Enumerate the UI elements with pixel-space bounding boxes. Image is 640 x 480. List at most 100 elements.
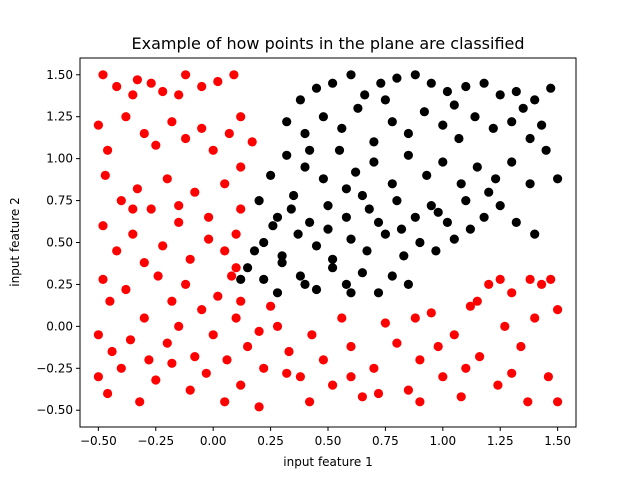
data-point [530, 313, 540, 323]
data-point [403, 385, 413, 395]
data-point [144, 355, 154, 365]
data-point [511, 86, 521, 97]
data-point [93, 372, 103, 382]
data-point [362, 246, 372, 256]
data-point [311, 284, 322, 295]
x-axis-ticks: −0.50 −0.25 0.00 0.25 0.50 0.75 1.00 1.25 1.50 [80, 427, 571, 448]
data-point [373, 388, 384, 399]
data-point [364, 204, 374, 214]
data-point [537, 279, 547, 289]
data-point [282, 117, 292, 127]
data-point [392, 196, 402, 206]
data-point [553, 305, 563, 315]
data-point [456, 179, 466, 189]
data-point [181, 279, 191, 289]
data-point [449, 330, 459, 340]
data-point [286, 204, 296, 214]
data-point [272, 212, 283, 222]
data-point [337, 313, 347, 323]
data-point [311, 241, 322, 251]
data-point [204, 234, 214, 244]
y-tick-label: 1.25 [46, 110, 73, 124]
data-point [495, 201, 505, 211]
y-axis-label: input feature 2 [8, 197, 22, 286]
data-point [323, 224, 333, 234]
data-point [295, 372, 305, 382]
data-point [158, 241, 168, 251]
x-tick-label: 1.00 [429, 434, 456, 448]
data-point [403, 279, 413, 289]
data-point [346, 341, 356, 352]
data-point [328, 78, 338, 88]
data-point [254, 326, 264, 336]
data-point [305, 145, 315, 155]
data-point [295, 271, 305, 281]
data-point [410, 70, 420, 80]
data-point [399, 251, 409, 261]
data-point [422, 170, 432, 180]
data-point [525, 179, 535, 189]
data-point [224, 128, 234, 139]
data-point [433, 341, 443, 352]
y-tick-label: 0.00 [46, 319, 73, 333]
data-point [311, 83, 322, 93]
data-point [318, 174, 328, 184]
data-point [103, 388, 113, 399]
x-tick-label: −0.50 [80, 434, 117, 448]
data-point [162, 338, 172, 348]
data-point [438, 372, 448, 382]
data-point [380, 95, 390, 105]
x-axis-label: input feature 1 [283, 455, 372, 469]
data-point [465, 224, 475, 234]
data-point [387, 179, 397, 189]
data-point [220, 397, 230, 407]
data-point [415, 355, 425, 365]
data-point [369, 363, 379, 373]
data-point [128, 204, 138, 214]
points-layer [93, 70, 563, 412]
x-tick-label: 0.25 [257, 434, 284, 448]
data-point [174, 321, 184, 331]
data-point [426, 308, 436, 318]
plot-frame [79, 57, 577, 428]
data-point [174, 201, 184, 211]
data-point [305, 217, 315, 227]
data-point [541, 145, 551, 155]
data-point [323, 201, 333, 211]
data-point [208, 330, 218, 340]
data-point [357, 392, 367, 402]
data-point [380, 318, 390, 328]
data-point [410, 313, 420, 323]
data-point [403, 150, 413, 160]
data-point [454, 133, 464, 144]
data-point [243, 341, 253, 352]
data-point [162, 174, 172, 184]
data-point [197, 81, 207, 92]
data-point [227, 271, 237, 281]
data-point [139, 313, 149, 323]
data-point [201, 368, 211, 378]
data-point [357, 190, 367, 201]
data-point [426, 78, 436, 88]
data-point [433, 207, 443, 217]
data-point [495, 274, 505, 284]
data-point [341, 184, 351, 194]
data-point [181, 70, 191, 80]
data-point [284, 346, 294, 357]
data-point [461, 196, 471, 206]
data-point [105, 296, 115, 306]
data-point [328, 380, 338, 390]
data-point [318, 355, 328, 365]
data-point [135, 397, 145, 407]
y-tick-label: 0.75 [46, 194, 73, 208]
data-point [174, 217, 184, 227]
data-point [167, 296, 177, 306]
data-point [516, 341, 526, 352]
y-tick-label: 1.50 [46, 68, 73, 82]
data-point [190, 352, 200, 362]
data-point [220, 179, 230, 189]
x-tick-label: −0.25 [137, 434, 174, 448]
data-point [360, 90, 370, 100]
